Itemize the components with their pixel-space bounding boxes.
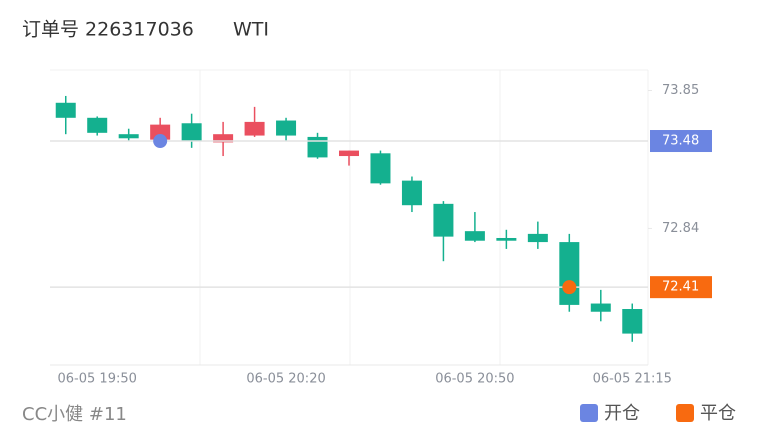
x-tick-label: 06-05 20:20	[246, 372, 325, 387]
legend-label: 平仓	[700, 403, 736, 424]
order-marker	[153, 134, 168, 149]
candle-body	[370, 153, 391, 184]
order-marker	[562, 280, 577, 295]
candle-body	[433, 203, 454, 237]
legend-swatch	[580, 404, 598, 422]
candle-body	[213, 134, 234, 143]
candle-body	[118, 134, 139, 139]
symbol: WTI	[233, 19, 269, 41]
price-label: 73.48	[662, 134, 699, 149]
y-tick-label: 72.84	[662, 221, 699, 236]
x-tick-label: 06-05 19:50	[58, 372, 137, 387]
candle-body	[244, 121, 265, 136]
price-box	[650, 130, 712, 153]
candle-body	[55, 102, 76, 118]
x-tick-label: 06-05 20:50	[435, 372, 514, 387]
candle-body	[590, 303, 611, 312]
candle-body	[401, 180, 422, 206]
legend-label: 开仓	[604, 403, 640, 424]
candle-body	[622, 309, 643, 334]
candle-body	[276, 120, 297, 136]
candle-body	[150, 124, 171, 140]
footer: CC小健 #11	[22, 404, 127, 425]
order-title: 订单号 226317036	[22, 19, 194, 41]
x-tick-label: 06-05 21:15	[593, 372, 672, 387]
candle-body	[496, 237, 517, 241]
candle-body	[559, 242, 580, 305]
legend-swatch	[676, 404, 694, 422]
y-tick-label: 73.85	[662, 83, 699, 98]
candle-body	[464, 231, 485, 241]
candle-body	[307, 136, 328, 158]
price-box	[650, 276, 712, 299]
candle-body	[87, 117, 108, 133]
price-label: 72.41	[662, 280, 699, 295]
candle-body	[527, 233, 548, 243]
candle-body	[181, 123, 202, 142]
candle-body	[339, 150, 359, 157]
